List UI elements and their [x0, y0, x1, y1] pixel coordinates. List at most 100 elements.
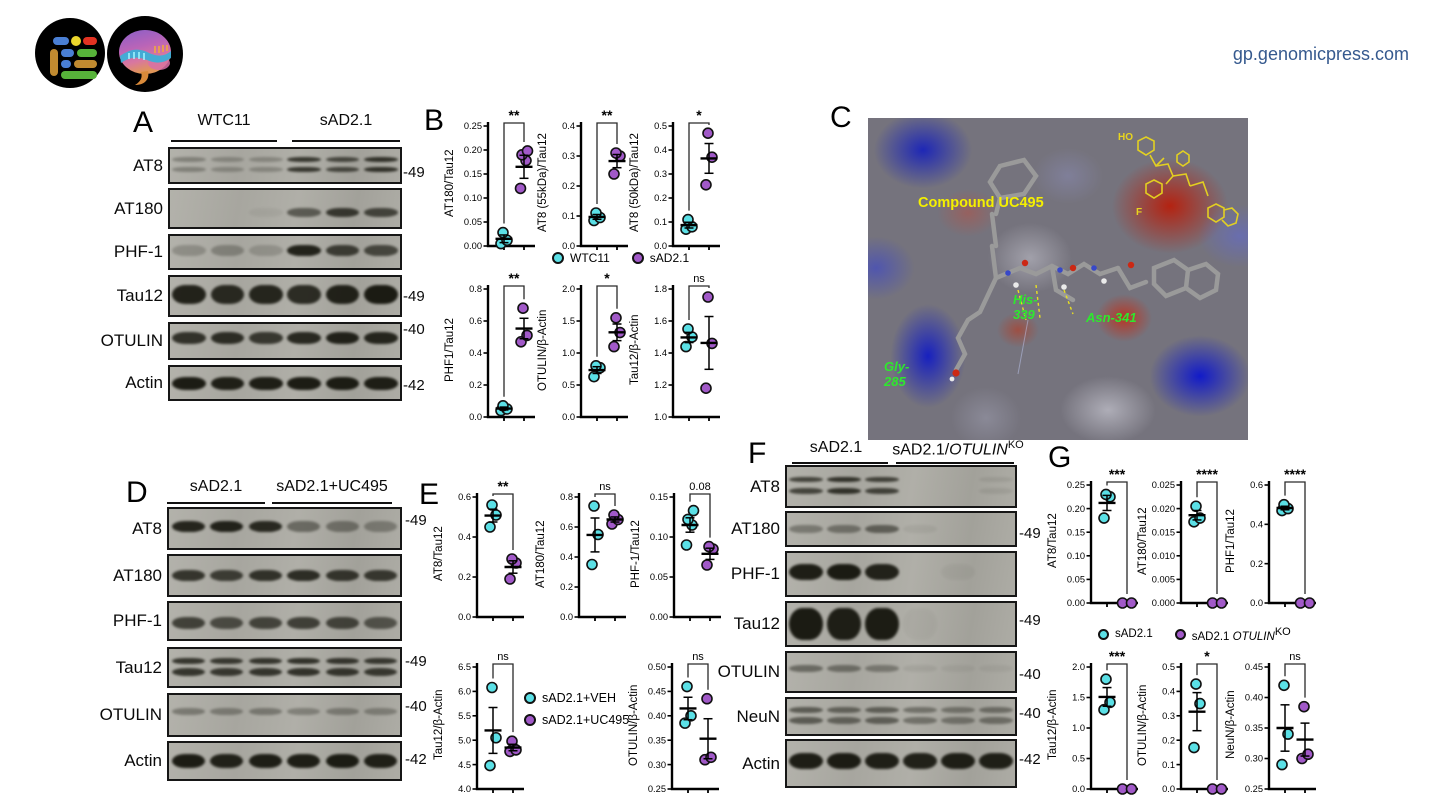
svg-text:0.0: 0.0 — [469, 412, 482, 422]
panelA-group-header-1: sAD2.1 — [319, 112, 373, 129]
brain-journal-logo — [107, 16, 183, 92]
svg-text:2.0: 2.0 — [1072, 662, 1085, 672]
data-point — [1098, 512, 1110, 524]
significance-label: ns — [692, 651, 704, 663]
blot-band — [364, 616, 398, 629]
svg-text:1.4: 1.4 — [654, 348, 667, 358]
svg-text:0.4: 0.4 — [560, 552, 573, 562]
panelE-plot-top-0-ylabel: AT8/Tau12 — [433, 526, 445, 582]
blot-band — [789, 608, 823, 640]
blot-band — [287, 208, 321, 218]
blot-band — [210, 284, 245, 304]
blot-band — [364, 166, 398, 173]
blot-band — [248, 657, 282, 665]
blot-band — [941, 665, 975, 673]
blot-band — [364, 157, 398, 163]
blot-band — [172, 331, 206, 344]
panelD-group-underline-1 — [272, 502, 392, 504]
panelD-mw-marker: -49 — [405, 653, 427, 671]
svg-text:1.6: 1.6 — [654, 316, 667, 326]
svg-text:0.0: 0.0 — [1162, 784, 1175, 794]
data-point — [703, 540, 715, 553]
svg-text:0.3: 0.3 — [562, 151, 575, 161]
svg-text:1.5: 1.5 — [1072, 693, 1085, 703]
significance-label: 0.08 — [689, 481, 710, 493]
significance-label: *** — [1109, 649, 1126, 664]
panelB-plot-top-1-ylabel: AT8 (55kDa)/Tau12 — [537, 133, 549, 233]
panelE-plot-top-1: AT180/Tau12 0.0 0.2 0.4 0.6 0.8 ns — [534, 479, 627, 629]
blot-band — [789, 563, 823, 580]
panelB-plot-bottom-1-svg: 0.0 0.5 1.0 1.5 2.0 * — [562, 271, 628, 422]
panelE-plot-top-0-svg: 0.0 0.2 0.4 0.6 ** — [458, 479, 524, 622]
svg-text:0.4: 0.4 — [469, 348, 482, 358]
brain-logo-icon — [119, 30, 171, 85]
blot-band — [979, 665, 1013, 673]
svg-text:0.5: 0.5 — [654, 121, 667, 131]
panel-letter-C: C — [830, 101, 852, 134]
panelB-plot-top-2-ylabel: AT8 (50kDa)/Tau12 — [629, 133, 641, 233]
blot-band — [287, 616, 321, 629]
data-point — [680, 539, 693, 551]
panelG-legend-item-0: sAD2.1 — [1098, 628, 1153, 640]
blot-band — [941, 717, 975, 724]
svg-text:0.4: 0.4 — [1250, 520, 1263, 530]
svg-text:1.0: 1.0 — [562, 348, 575, 358]
svg-text:0.20: 0.20 — [1067, 504, 1085, 514]
blot-band — [248, 668, 282, 676]
legend-label: WTC11 — [570, 251, 610, 265]
data-point — [610, 311, 622, 324]
panelB-plot-bottom-0-svg: 0.0 0.2 0.4 0.6 0.8 ** — [469, 271, 535, 422]
panel-letter-A: A — [133, 106, 154, 139]
svg-text:5.5: 5.5 — [458, 711, 471, 721]
panelF-row-label-OTULIN: OTULIN — [717, 662, 780, 681]
blot-band — [325, 616, 359, 629]
panelB-plot-top-0: AT180/Tau12 0.00 0.05 0.10 0.15 0.20 0.25 ** — [443, 108, 536, 258]
panelD-blot-strip-PHF-1 — [167, 601, 402, 641]
panelF-blot-strip-Actin — [785, 739, 1017, 788]
blot-band — [827, 608, 861, 640]
significance-label: *** — [1109, 467, 1126, 482]
data-point — [1190, 678, 1202, 690]
panelD-mw-marker: -42 — [405, 751, 427, 768]
svg-text:0.10: 0.10 — [650, 532, 668, 542]
svg-text:0.35: 0.35 — [1245, 723, 1263, 733]
svg-text:1.5: 1.5 — [562, 316, 575, 326]
panel-letter-E: E — [419, 478, 440, 511]
blot-band — [248, 616, 282, 629]
significance-label: ** — [602, 108, 613, 123]
blot-band — [171, 668, 205, 676]
data-point — [682, 213, 694, 226]
blot-band — [287, 707, 321, 715]
blot-band — [287, 754, 321, 768]
panel-letter-D: D — [126, 476, 148, 509]
blot-band — [364, 244, 398, 256]
svg-text:1.0: 1.0 — [654, 412, 667, 422]
blot-band — [171, 707, 205, 715]
svg-text:0.0: 0.0 — [560, 612, 573, 622]
docking-overlay: Compound UC495 HO F His- 339 Asn-341 Gly… — [883, 132, 1239, 389]
panelB-plot-top-1: AT8 (55kDa)/Tau12 0.0 0.1 0.2 0.3 0.4 ** — [536, 108, 629, 258]
svg-text:0.2: 0.2 — [654, 193, 667, 203]
data-point — [1276, 758, 1288, 771]
blot-band — [171, 521, 205, 533]
blot-band — [325, 244, 360, 256]
svg-text:0.5: 0.5 — [1162, 662, 1175, 672]
panelE-legend-item-1: sAD2.1+UC495 — [524, 713, 629, 727]
svg-text:0.3: 0.3 — [1162, 711, 1175, 721]
panel-letter-G: G — [1048, 441, 1072, 474]
blot-band — [287, 166, 321, 173]
ho-label: HO — [1118, 132, 1133, 143]
svg-text:0.1: 0.1 — [562, 211, 575, 221]
data-point — [700, 179, 712, 191]
panelF-row-label-AT8: AT8 — [750, 476, 780, 496]
svg-text:0.020: 0.020 — [1152, 504, 1175, 514]
blot-band — [325, 157, 360, 163]
data-point — [702, 291, 714, 303]
svg-text:0.1: 0.1 — [1162, 760, 1175, 770]
svg-text:0.25: 0.25 — [1067, 480, 1085, 490]
svg-text:0.5: 0.5 — [1072, 754, 1085, 764]
blot-band — [249, 376, 283, 390]
panelB-plot-bottom-0-ylabel: PHF1/Tau12 — [444, 318, 456, 382]
blot-band — [325, 657, 359, 665]
panelD-row-label-Tau12: Tau12 — [115, 657, 162, 677]
